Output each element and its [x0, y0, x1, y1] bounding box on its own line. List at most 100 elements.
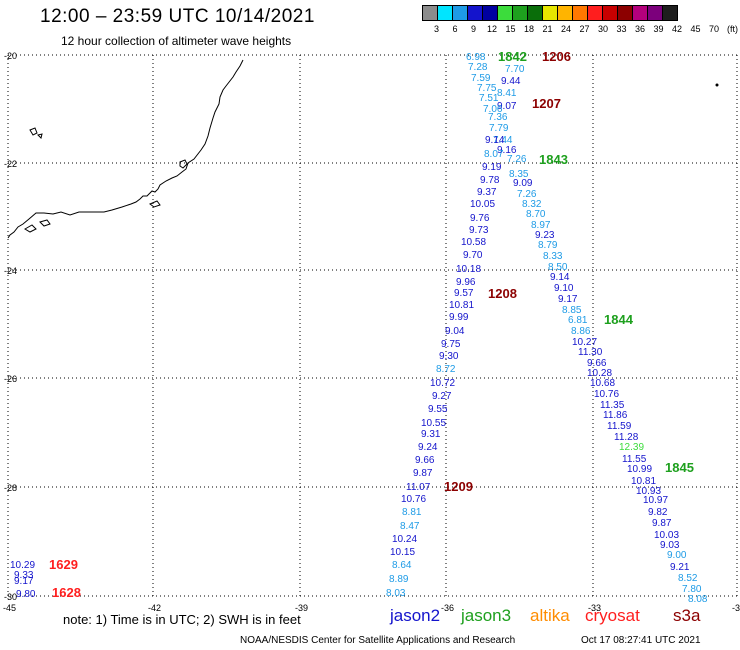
axis-tick-labels: -45 -42 -39 -36 -33 -30 -20 -22 -24 -26 -28 -30 — [3, 51, 740, 613]
wave-height-value: 8.79 — [538, 240, 558, 251]
wave-height-value: 8.50 — [548, 262, 568, 273]
color-scale-label: 39 — [653, 24, 664, 34]
wave-height-value: 9.03 — [660, 540, 680, 551]
wave-height-value: 9.73 — [469, 225, 489, 236]
wave-height-value: 9.23 — [535, 230, 555, 241]
wave-height-value: 10.58 — [461, 237, 486, 248]
pass-id-label: 1845 — [665, 460, 694, 475]
wave-height-value: 8.47 — [400, 521, 420, 532]
satellite-altika: altika — [530, 606, 570, 625]
wave-height-value: 7.79 — [489, 123, 509, 134]
wave-height-value: 9.31 — [421, 429, 441, 440]
wave-height-value: 11.07 — [406, 482, 431, 493]
wave-height-value: 8.81 — [402, 507, 422, 518]
wave-height-value: 7.36 — [488, 112, 508, 123]
wave-height-value: 9.96 — [456, 277, 476, 288]
wave-height-value: 10.03 — [654, 530, 679, 541]
color-scale-label: 24 — [560, 24, 572, 34]
color-scale-label: 36 — [634, 24, 646, 34]
wave-height-value: 7.06 — [483, 104, 503, 115]
wave-height-value: 11.59 — [607, 421, 632, 432]
wave-height-value: 9.87 — [413, 468, 433, 479]
map-point — [715, 83, 719, 87]
wave-height-value: 8.41 — [497, 88, 517, 99]
wave-height-value: 9.24 — [418, 442, 438, 453]
lon-tick-label: -42 — [148, 603, 161, 613]
wave-height-value: 7.80 — [682, 584, 702, 595]
wave-height-value: 6.81 — [568, 315, 588, 326]
wave-height-value: 9.78 — [480, 175, 500, 186]
wave-height-value: 10.29 — [10, 560, 35, 571]
wave-height-value: 10.97 — [643, 495, 668, 506]
wave-height-value: 9.80 — [16, 589, 36, 600]
wave-height-value: 10.55 — [421, 418, 446, 429]
wave-height-value: 6.98 — [466, 52, 486, 63]
wave-height-value: 10.81 — [449, 300, 474, 311]
wave-height-value: 12.39 — [619, 442, 644, 453]
wave-height-value: 10.05 — [470, 199, 495, 210]
color-scale-label: 30 — [597, 24, 609, 34]
coastline — [7, 59, 244, 239]
wave-height-value: 9.16 — [497, 145, 517, 156]
lon-tick-label: -45 — [3, 603, 16, 613]
wave-height-value: 10.76 — [594, 389, 619, 400]
wave-height-value: 8.70 — [526, 209, 546, 220]
color-scale-label: 70 — [708, 24, 720, 34]
wave-height-measurements: 6.98 7.70 7.28 9.44 7.597.75 8.417.519.077.06… — [10, 52, 708, 605]
wave-height-value: 7.26 — [517, 189, 537, 200]
wave-height-value: 9.55 — [428, 404, 448, 415]
color-scale-label: 12 — [486, 24, 498, 34]
pass-id-label: 1209 — [444, 479, 473, 494]
wave-height-value: 8.08 — [688, 594, 708, 605]
lat-lon-grid — [7, 54, 738, 597]
wave-height-value: 9.17 — [558, 294, 578, 305]
wave-height-value: 7.70 — [505, 64, 525, 75]
wave-height-value: 9.14 — [485, 135, 505, 146]
wave-height-value: 8.03 — [386, 588, 406, 599]
pass-id-label: 1628 — [52, 585, 81, 600]
lat-tick-label: -30 — [4, 592, 17, 602]
color-scale-legend: 3 6 9 12 15 18 21 24 27 30 33 36 39 42 45 70 (ft) — [422, 5, 738, 34]
color-scale-label: 45 — [690, 24, 701, 34]
wave-height-value: 7.26 — [507, 154, 527, 165]
wave-height-value: 8.85 — [562, 305, 582, 316]
pass-id-label: 1843 — [539, 152, 568, 167]
color-scale-label: 18 — [523, 24, 535, 34]
wave-height-value: 9.66 — [415, 455, 435, 466]
coastline-islands — [24, 127, 188, 233]
pass-id-label: 1206 — [542, 49, 571, 64]
wave-height-value: 9.87 — [652, 518, 672, 529]
wave-height-value: 11.55 — [622, 454, 647, 465]
wave-height-value: 9.27 — [432, 391, 452, 402]
color-scale-label: 33 — [616, 24, 627, 34]
timestamp-text: Oct 17 08:27:41 UTC 2021 — [581, 635, 701, 646]
wave-height-value: 10.18 — [456, 264, 481, 275]
color-scale-label: 6 — [452, 24, 458, 34]
wave-height-value: 9.30 — [439, 351, 459, 362]
wave-height-value: 9.76 — [470, 213, 490, 224]
wave-height-value: 10.93 — [636, 486, 661, 497]
wave-height-value: 8.32 — [522, 199, 542, 210]
pass-id-label: 1207 — [532, 96, 561, 111]
wave-height-value: 9.17 — [14, 576, 34, 587]
wave-height-value: 8.86 — [571, 326, 591, 337]
map-title: 12:00 – 23:59 UTC 10/14/2021 — [40, 6, 315, 27]
wave-height-value: 9.57 — [454, 288, 474, 299]
wave-height-value: 10.81 — [631, 476, 656, 487]
color-scale-label: 15 — [505, 24, 516, 34]
wave-height-value: 10.28 — [587, 368, 612, 379]
wave-height-value: 7.44 — [493, 135, 513, 146]
satellite-s3a: s3a — [673, 606, 701, 625]
pass-id-label: 1208 — [488, 286, 517, 301]
footer-note: note: 1) Time is in UTC; 2) SWH is in fe… — [63, 612, 301, 627]
wave-height-value: 7.28 — [468, 62, 488, 73]
wave-height-value: 10.72 — [430, 378, 455, 389]
wave-height-value: 7.51 — [479, 93, 499, 104]
wave-height-value: 9.00 — [667, 550, 687, 561]
wave-height-value: 8.72 — [436, 364, 456, 375]
lon-tick-label: -33 — [588, 603, 601, 613]
color-scale-label: 42 — [671, 24, 683, 34]
pass-id-label: 1842 — [498, 49, 527, 64]
wave-height-value: 9.82 — [648, 507, 668, 518]
